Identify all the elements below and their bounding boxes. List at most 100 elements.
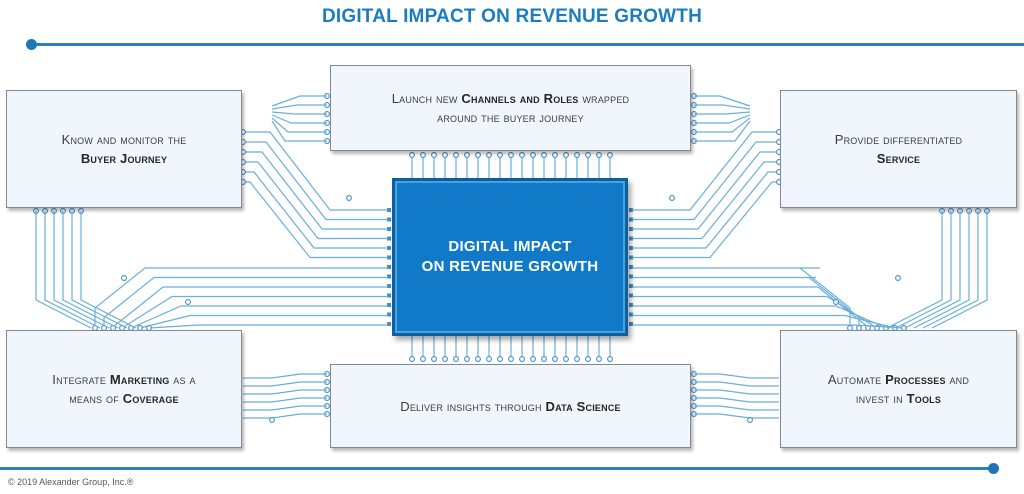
circuit-node <box>442 152 448 158</box>
chip-pin <box>387 274 391 279</box>
circuit-node <box>420 152 426 158</box>
circuit-trace <box>243 373 327 379</box>
box-channels-text-post: wrapped <box>578 91 630 106</box>
circuit-trace <box>243 413 327 419</box>
circuit-node <box>464 152 470 158</box>
chip-pin <box>629 246 633 250</box>
box-data-science: Deliver insights through Data Science <box>330 364 691 448</box>
chip-pin <box>387 246 391 250</box>
circuit-trace <box>694 373 779 379</box>
copyright-footer: © 2019 Alexander Group, Inc.® <box>8 477 134 487</box>
chip-pin <box>629 274 633 279</box>
box-service-text: Provide differentiated <box>834 132 963 147</box>
bottom-rule <box>0 467 993 470</box>
circuit-node <box>574 356 580 362</box>
circuit-trace <box>44 211 101 329</box>
circuit-trace <box>53 211 110 329</box>
circuit-node <box>530 152 536 158</box>
circuit-trace <box>80 211 137 329</box>
box-data-science-highlight: Data Science <box>545 398 621 414</box>
circuit-trace <box>694 114 751 124</box>
circuit-trace <box>243 171 388 249</box>
circuit-node <box>508 152 514 158</box>
circuit-trace <box>243 389 327 395</box>
circuit-trace <box>148 324 388 329</box>
circuit-trace <box>694 117 751 133</box>
page-title: DIGITAL IMPACT ON REVENUE GROWTH <box>321 6 703 27</box>
circuit-trace <box>243 397 327 403</box>
circuit-node <box>346 195 352 201</box>
circuit-node <box>453 152 459 158</box>
circuit-node <box>442 356 448 362</box>
circuit-node <box>486 356 492 362</box>
circuit-trace <box>886 211 943 329</box>
circuit-node <box>431 356 437 362</box>
circuit-trace <box>694 413 779 419</box>
chip-pin <box>387 322 391 326</box>
box-marketing: Integrate Marketing as a means of Covera… <box>6 330 242 448</box>
circuit-node <box>269 417 275 423</box>
circuit-trace <box>271 95 327 107</box>
circuit-trace <box>632 267 851 328</box>
chip-pin <box>629 284 633 288</box>
chip-title-line1: DIGITAL IMPACT <box>448 238 572 255</box>
circuit-node <box>121 275 127 281</box>
circuit-trace <box>694 381 779 387</box>
circuit-trace <box>922 211 979 329</box>
circuit-trace <box>632 151 779 230</box>
circuit-node <box>453 356 459 362</box>
circuit-trace <box>913 211 970 329</box>
box-automate-text: Automate <box>827 372 886 387</box>
circuit-node <box>833 299 839 305</box>
box-channels-highlight: Channels and Roles <box>461 91 579 106</box>
chip-pin <box>387 217 391 222</box>
circuit-trace <box>130 305 388 329</box>
circuit-node <box>607 152 613 158</box>
circuit-node <box>475 152 481 158</box>
top-rule-endpoint <box>26 39 37 50</box>
circuit-node <box>497 152 503 158</box>
circuit-trace <box>904 211 961 329</box>
circuit-trace <box>139 314 388 329</box>
chip-pin <box>387 312 391 317</box>
circuit-trace <box>694 120 751 142</box>
box-automate-text-line2: invest in <box>855 391 907 406</box>
box-marketing-highlight: Marketing <box>109 372 170 387</box>
top-rule <box>30 43 1024 46</box>
circuit-trace <box>632 131 779 211</box>
circuit-trace <box>271 111 327 115</box>
circuit-trace <box>694 397 779 403</box>
chip-pin <box>629 293 633 298</box>
circuit-node <box>475 356 481 362</box>
circuit-trace <box>632 286 869 328</box>
circuit-node <box>596 152 602 158</box>
circuit-trace <box>103 276 388 328</box>
circuit-node <box>464 356 470 362</box>
circuit-trace <box>694 111 751 115</box>
circuit-trace <box>632 171 779 249</box>
circuit-trace <box>243 405 327 411</box>
circuit-trace <box>632 161 779 240</box>
box-buyer-journey-highlight: Buyer Journey <box>80 151 168 166</box>
circuit-trace <box>243 151 388 230</box>
box-service-highlight: Service <box>876 151 921 166</box>
box-marketing-text-line2: means of <box>69 391 123 406</box>
circuit-node <box>607 356 613 362</box>
chip-pin <box>387 208 391 212</box>
circuit-trace <box>35 211 92 329</box>
circuit-trace <box>632 276 860 328</box>
chip-pin <box>629 208 633 212</box>
circuit-trace <box>632 324 905 329</box>
chip-pin <box>629 236 633 241</box>
chip-pin <box>387 293 391 298</box>
circuit-trace <box>94 267 388 328</box>
chip-pin <box>629 227 633 231</box>
circuit-node <box>596 356 602 362</box>
chip-pin <box>387 236 391 241</box>
box-buyer-journey: Know and monitor the Buyer Journey <box>6 90 242 208</box>
chip-pin <box>629 322 633 326</box>
box-marketing-text-post: as a <box>169 372 196 387</box>
box-automate-highlight: Processes <box>885 372 946 387</box>
circuit-node <box>409 152 415 158</box>
box-channels-text-line2: around the buyer journey <box>437 110 584 125</box>
